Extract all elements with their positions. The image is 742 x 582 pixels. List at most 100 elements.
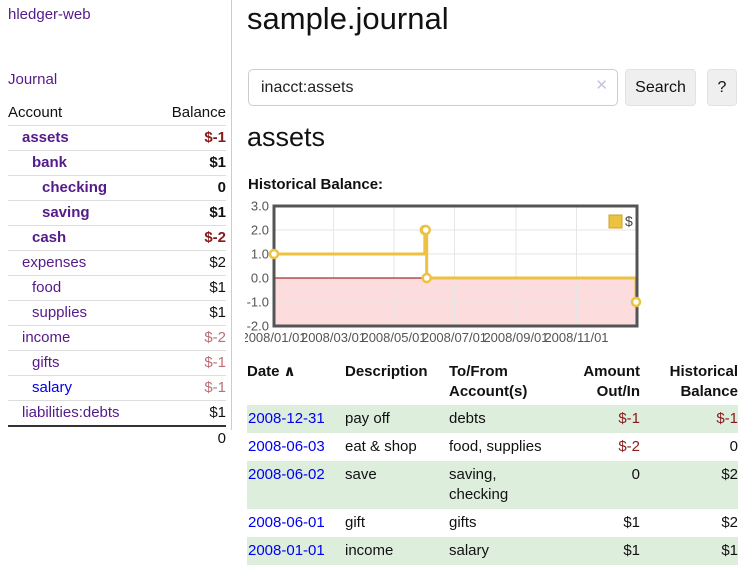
data-point-marker — [421, 272, 432, 284]
account-row-liabilities-debts: liabilities:debts $1 — [8, 400, 226, 427]
account-link-cash[interactable]: cash — [32, 229, 67, 246]
search-button[interactable]: Search — [625, 69, 696, 106]
transaction-date-link[interactable]: 2008-01-01 — [248, 541, 325, 559]
y-tick-label: 0.0 — [251, 271, 269, 286]
x-tick-label: 2008/01/01 — [245, 330, 307, 345]
main-content: sample.journal ✕ Search ? assets Histori… — [241, 0, 742, 582]
transaction-date-link[interactable]: 2008-06-02 — [248, 465, 325, 483]
sidebar-item-journal[interactable]: Journal — [8, 71, 58, 88]
current-account-heading: assets — [247, 122, 326, 152]
transaction-balance: $1 — [721, 541, 738, 559]
transaction-amount: $-1 — [618, 409, 640, 427]
transaction-amount: $1 — [623, 513, 640, 531]
account-row-income: income $-2 — [8, 325, 226, 351]
account-balance: $-2 — [154, 325, 226, 351]
transaction-accounts: debts — [449, 409, 486, 427]
search-box: ✕ — [248, 69, 618, 106]
register-row: 2008-06-01 gift gifts $1 $2 — [247, 509, 738, 537]
account-row-saving: saving $1 — [8, 200, 226, 226]
transaction-accounts: salary — [449, 541, 490, 559]
account-balance: $1 — [154, 275, 226, 301]
transaction-balance: $2 — [721, 513, 738, 531]
account-link-liabilities-debts[interactable]: liabilities:debts — [22, 404, 120, 421]
account-link-expenses[interactable]: expenses — [22, 254, 87, 271]
account-balance: 0 — [154, 175, 226, 201]
x-tick-label: 2008/03/01 — [301, 330, 366, 345]
account-link-bank[interactable]: bank — [32, 154, 68, 171]
transaction-amount: $1 — [623, 541, 640, 559]
page-title: sample.journal — [247, 1, 449, 36]
transaction-accounts: gifts — [449, 513, 477, 531]
search-input[interactable] — [259, 71, 593, 104]
transaction-balance: $2 — [721, 465, 738, 483]
plot-border — [272, 204, 639, 328]
x-tick-label: 2008/05/01 — [361, 330, 426, 345]
transaction-date-link[interactable]: 2008-06-01 — [248, 513, 325, 531]
transaction-accounts: saving, checking — [449, 465, 509, 503]
data-point-marker — [420, 224, 431, 236]
account-balance: $1 — [154, 200, 226, 226]
account-row-supplies: supplies $1 — [8, 300, 226, 326]
transaction-balance: $-1 — [716, 409, 738, 427]
account-row-checking: checking 0 — [8, 175, 226, 201]
historical-balance-chart: 3.0 2.0 1.0 0.0 -1.0 -2.0 2008/01/01 2008/03/01… — [241, 199, 742, 350]
account-balance: $1 — [154, 150, 226, 176]
transaction-amount: 0 — [631, 465, 640, 483]
account-link-supplies[interactable]: supplies — [32, 304, 88, 321]
sidebar: hledger-web Journal Account Balance asse… — [0, 0, 232, 451]
register-header-row: Date ∧ Description To/From Account(s) Amou… — [247, 360, 738, 405]
transaction-description: save — [345, 465, 377, 483]
account-link-gifts[interactable]: gifts — [32, 354, 60, 371]
register-row: 2008-06-02 save saving, checking 0 $2 — [247, 460, 738, 509]
register-table: Date ∧ Description To/From Account(s) Amou… — [247, 360, 738, 565]
account-row-food: food $1 — [8, 275, 226, 301]
transaction-balance: 0 — [729, 437, 738, 455]
register-row: 2008-06-03 eat & shop food, supplies $-2… — [247, 433, 738, 461]
account-link-salary[interactable]: salary — [32, 379, 73, 396]
accounts-total-value: 0 — [154, 425, 226, 451]
account-balance: $-1 — [154, 125, 226, 151]
description-column-header: Description — [345, 363, 428, 380]
account-balance-table: Account Balance assets $-1 bank $1 check… — [8, 101, 226, 451]
account-column-header: Account — [8, 101, 155, 126]
balance-column-header: Balance — [154, 101, 226, 126]
date-column-header[interactable]: Date ∧ — [247, 363, 296, 380]
y-tick-label: -1.0 — [247, 295, 269, 310]
y-tick-label: 3.0 — [251, 200, 269, 214]
help-button[interactable]: ? — [707, 69, 737, 106]
amount-column-header: Amount Out/In — [583, 363, 640, 400]
account-row-assets: assets $-1 — [8, 125, 226, 151]
accounts-total-row: 0 — [8, 425, 226, 451]
account-row-gifts: gifts $-1 — [8, 350, 226, 376]
transaction-description: gift — [345, 513, 366, 531]
clear-search-icon[interactable]: ✕ — [595, 77, 608, 94]
account-row-expenses: expenses $2 — [8, 250, 226, 276]
brand-link[interactable]: hledger-web — [8, 6, 91, 23]
transaction-date-link[interactable]: 2008-06-03 — [248, 437, 325, 455]
account-row-salary: salary $-1 — [8, 375, 226, 401]
y-tick-label: 2.0 — [251, 223, 269, 238]
transaction-accounts: food, supplies — [449, 437, 542, 455]
balance-column-header: Historical Balance — [669, 363, 738, 400]
account-balance: $2 — [154, 250, 226, 276]
chart-canvas: 3.0 2.0 1.0 0.0 -1.0 -2.02008/01/012008/03/01… — [241, 199, 642, 345]
account-link-income[interactable]: income — [22, 329, 71, 346]
account-link-checking[interactable]: checking — [42, 179, 108, 196]
account-link-saving[interactable]: saving — [42, 204, 90, 221]
legend-swatch — [608, 214, 623, 229]
transaction-description: eat & shop — [345, 437, 417, 455]
account-row-bank: bank $1 — [8, 150, 226, 176]
account-balance: $-1 — [154, 375, 226, 401]
account-link-food[interactable]: food — [32, 279, 62, 296]
transaction-amount: $-2 — [618, 437, 640, 455]
account-link-assets[interactable]: assets — [22, 129, 69, 146]
x-tick-label: 2008/11/01 — [544, 330, 608, 345]
x-tick-label: 2008/07/01 — [422, 330, 487, 345]
data-point-marker — [268, 248, 280, 260]
transaction-date-link[interactable]: 2008-12-31 — [248, 409, 325, 427]
accounts-column-header: To/From Account(s) — [449, 363, 528, 400]
account-row-cash: cash $-2 — [8, 225, 226, 251]
account-balance: $1 — [154, 300, 226, 326]
register-row: 2008-12-31 pay off debts $-1 $-1 — [247, 404, 738, 433]
